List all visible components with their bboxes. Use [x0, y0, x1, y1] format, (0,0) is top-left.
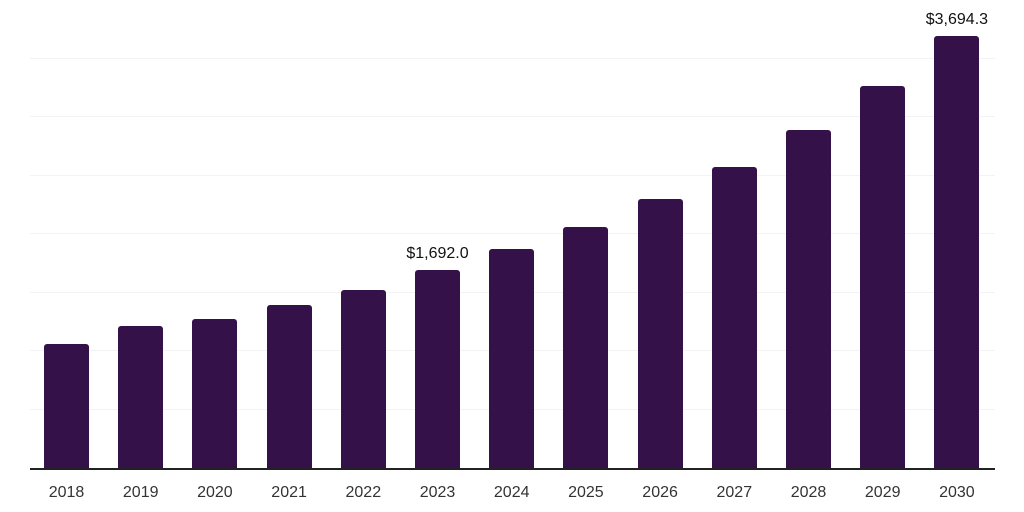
bar-2019 [118, 325, 164, 468]
x-axis-line [30, 468, 995, 470]
x-tick-2023: 2023 [419, 484, 456, 501]
x-tick-2018: 2018 [48, 484, 85, 501]
bar-value-label-2023: $1,692.0 [406, 245, 469, 263]
gridline-3000 [30, 116, 995, 117]
x-tick-2029: 2029 [864, 484, 901, 501]
bar-2018 [44, 343, 89, 468]
bar-2020 [192, 318, 238, 468]
bar-2024 [489, 249, 535, 468]
gridline-3500 [30, 57, 995, 59]
plot-area: $1,692.0 $3,694.3 [30, 0, 995, 470]
x-tick-2024: 2024 [493, 484, 530, 501]
x-tick-2019: 2019 [122, 484, 159, 501]
x-tick-2021: 2021 [271, 484, 307, 501]
bar-value-label-2030: $3,694.3 [925, 10, 989, 28]
bar-2027 [711, 167, 757, 468]
bar-2029 [860, 85, 906, 468]
bar-2022 [340, 289, 386, 468]
x-tick-2027: 2027 [716, 484, 753, 501]
bar-2025 [563, 226, 609, 468]
bar-2030 [934, 35, 980, 468]
x-tick-2026: 2026 [642, 484, 678, 501]
x-tick-2022: 2022 [345, 484, 382, 501]
bar-2028 [786, 130, 831, 468]
gridline-2500 [30, 174, 995, 176]
x-tick-2025: 2025 [568, 484, 604, 501]
bar-2026 [637, 198, 683, 468]
x-tick-2030: 2030 [939, 484, 975, 501]
gridline-2000 [30, 233, 995, 234]
x-tick-2028: 2028 [790, 484, 827, 501]
x-tick-2020: 2020 [197, 484, 233, 501]
bar-2023 [415, 270, 460, 468]
bar-2021 [266, 305, 312, 468]
